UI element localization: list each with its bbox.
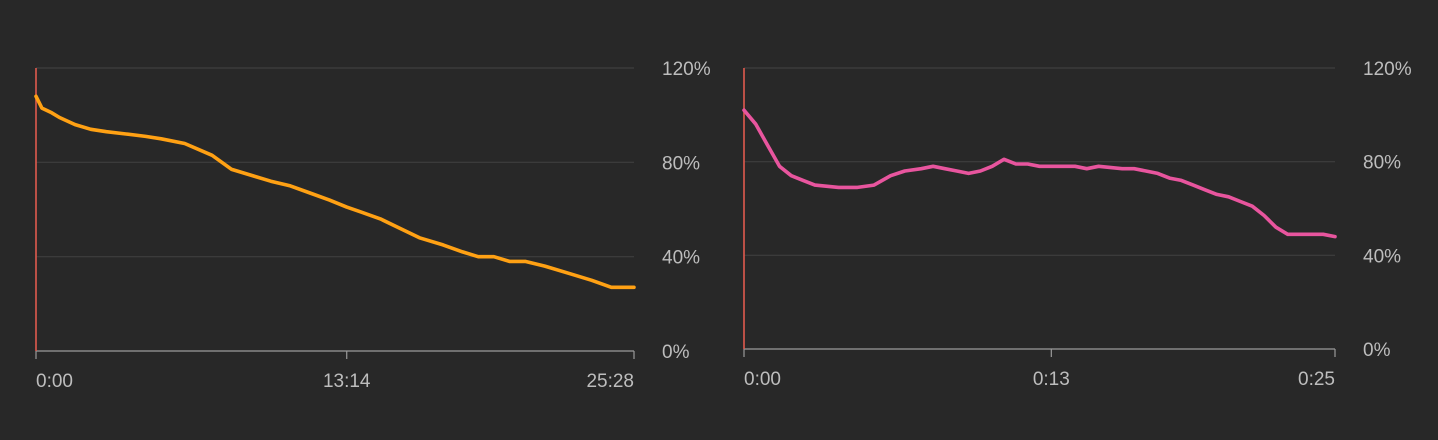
- chart-2-y-tick-label: 40%: [1363, 246, 1401, 267]
- chart-1-series-line: [34, 94, 636, 290]
- chart-1-y-tick-label: 80%: [662, 153, 700, 174]
- chart-2-y-tick-label: 0%: [1363, 340, 1391, 361]
- chart-2-x-tick-label: 0:25: [1298, 369, 1335, 390]
- chart-1-y-tick-label: 0%: [662, 342, 690, 363]
- chart-2-y-tick-label: 120%: [1363, 59, 1412, 80]
- chart-1-x-tick-label: 0:00: [36, 371, 73, 392]
- chart-1-y-tick-label: 40%: [662, 248, 700, 269]
- chart-2-y-tick-label: 80%: [1363, 153, 1401, 174]
- chart-2-x-tick-label: 0:00: [744, 369, 781, 390]
- chart-1-x-tick-label: 25:28: [586, 371, 634, 392]
- chart-2-x-tick-label: 0:13: [1033, 369, 1070, 390]
- chart-1-y-tick-label: 120%: [662, 59, 711, 80]
- chart-2-series-line: [742, 108, 1337, 239]
- chart-1-x-tick-label: 13:14: [323, 371, 371, 392]
